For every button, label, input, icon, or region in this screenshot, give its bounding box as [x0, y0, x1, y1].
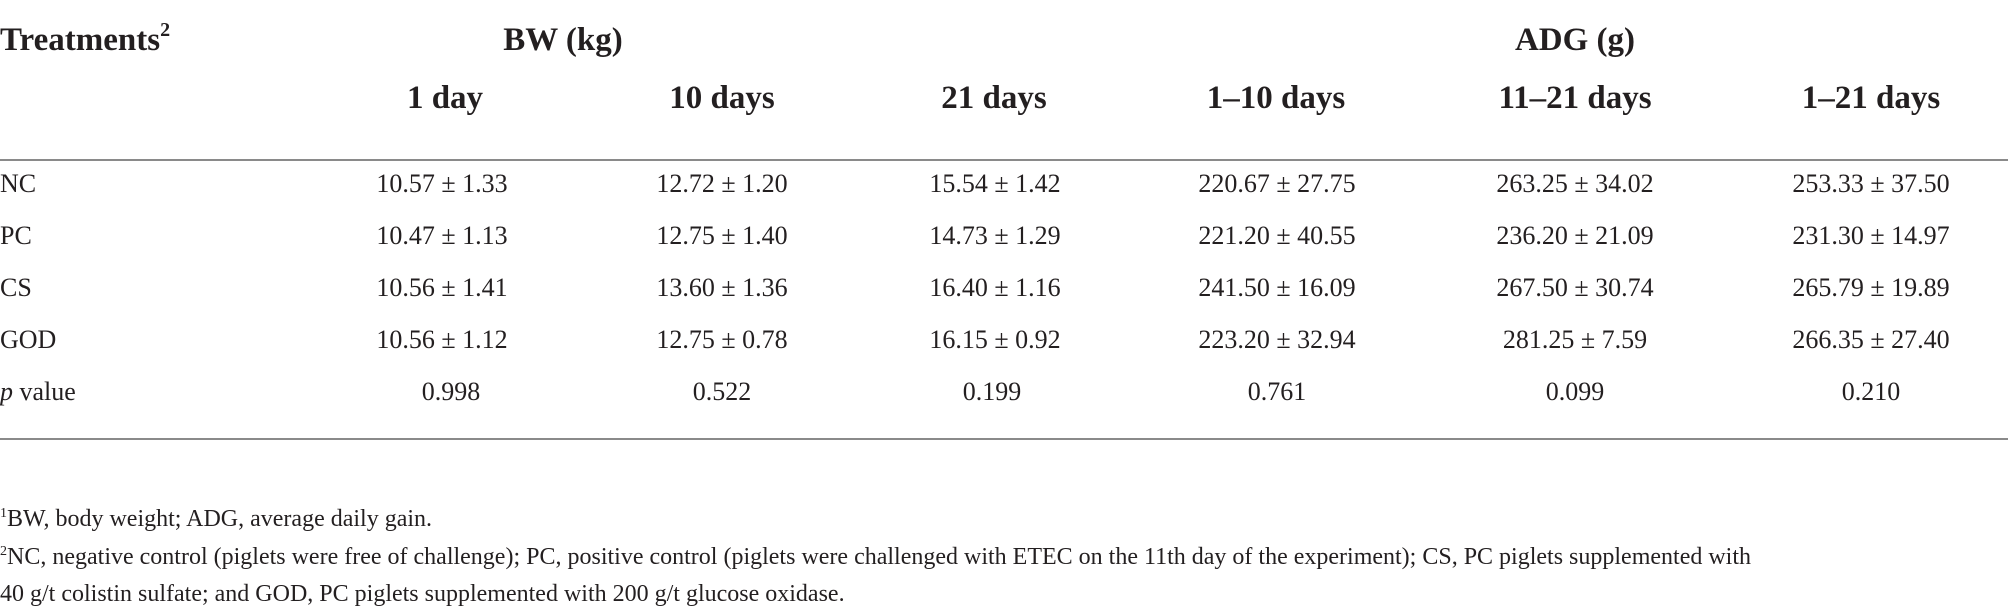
table-cell: 15.54 ± 1.42	[929, 169, 1061, 198]
adg-group-header: ADG (g)	[1514, 22, 1636, 58]
row-label: PC	[0, 221, 32, 250]
row-label: NC	[0, 169, 37, 198]
table-cell: 0.998	[421, 377, 481, 406]
footnote-1-marker: 1	[0, 506, 7, 521]
table-cell: 241.50 ± 16.09	[1198, 273, 1356, 302]
header-rule	[0, 159, 2008, 161]
table-cell: 236.20 ± 21.09	[1496, 221, 1654, 250]
table-cell: 14.73 ± 1.29	[929, 221, 1061, 250]
footnote-1-text: BW, body weight; ADG, average daily gain…	[7, 506, 433, 532]
footnote-2-marker: 2	[0, 544, 7, 559]
table-cell: 267.50 ± 30.74	[1496, 273, 1654, 302]
table-cell: 16.40 ± 1.16	[929, 273, 1061, 302]
table-cell: 13.60 ± 1.36	[656, 273, 788, 302]
table-cell: 253.33 ± 37.50	[1792, 169, 1950, 198]
table-cell: 10.57 ± 1.33	[376, 169, 508, 198]
table-cell: 231.30 ± 14.97	[1792, 221, 1950, 250]
table-cell: 0.210	[1841, 377, 1901, 406]
table-cell: 265.79 ± 19.89	[1792, 273, 1950, 302]
table-cell: 10.47 ± 1.13	[376, 221, 508, 250]
row-label: GOD	[0, 325, 57, 354]
pvalue-label-italic: p	[0, 377, 13, 406]
footnote-2-text-1: NC, negative control (piglets were free …	[7, 544, 1752, 570]
column-header-21-days: 21 days	[941, 80, 1047, 116]
table-cell: 0.522	[692, 377, 752, 406]
table-cell: 12.72 ± 1.20	[656, 169, 788, 198]
table-cell: 281.25 ± 7.59	[1502, 325, 1648, 354]
table-cell: 0.761	[1247, 377, 1307, 406]
bw-group-header: BW (kg)	[503, 22, 623, 58]
column-header-1-21-days: 1–21 days	[1801, 80, 1941, 116]
table-cell: 266.35 ± 27.40	[1792, 325, 1950, 354]
treatments-footnote-marker: 2	[160, 19, 171, 41]
treatments-label: Treatments	[0, 22, 161, 58]
table-cell: 0.199	[962, 377, 1022, 406]
table-cell: 10.56 ± 1.12	[376, 325, 508, 354]
table-cell: 220.67 ± 27.75	[1198, 169, 1356, 198]
table-cell: 0.099	[1545, 377, 1605, 406]
table-cell: 223.20 ± 32.94	[1198, 325, 1356, 354]
pvalue-label-rest: value	[13, 377, 76, 406]
footnote-2-line-1: 2NC, negative control (piglets were free…	[0, 541, 1751, 573]
column-header-1-10-days: 1–10 days	[1206, 80, 1346, 116]
table-cell: 10.56 ± 1.41	[376, 273, 508, 302]
table-cell: 16.15 ± 0.92	[929, 325, 1061, 354]
footnote-1: 1BW, body weight; ADG, average daily gai…	[0, 503, 432, 535]
column-header-10-days: 10 days	[669, 80, 775, 116]
table-cell: 12.75 ± 1.40	[656, 221, 788, 250]
table-cell: 12.75 ± 0.78	[656, 325, 788, 354]
table-cell: 263.25 ± 34.02	[1496, 169, 1654, 198]
footnote-2-line-2: 40 g/t colistin sulfate; and GOD, PC pig…	[0, 581, 845, 607]
treatments-header: Treatments2	[0, 20, 170, 60]
table-cell: 221.20 ± 40.55	[1198, 221, 1356, 250]
bottom-rule	[0, 438, 2008, 440]
column-header-11-21-days: 11–21 days	[1498, 80, 1652, 116]
pvalue-label: p value	[0, 375, 76, 409]
row-label: CS	[0, 273, 32, 302]
column-header-1-day: 1 day	[406, 80, 484, 116]
